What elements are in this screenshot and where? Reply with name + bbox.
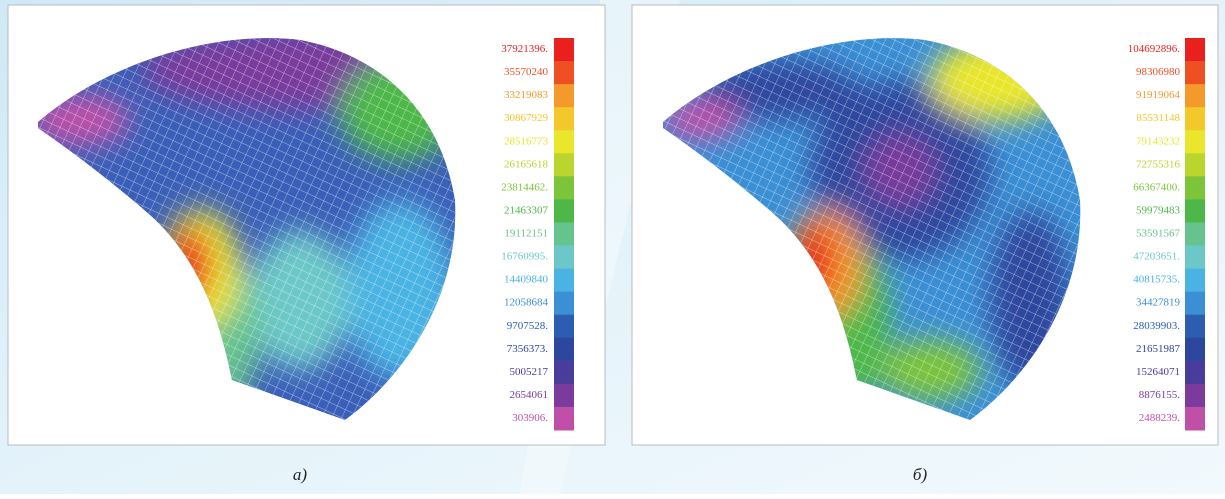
- scale-label: 37921396.: [501, 43, 548, 55]
- scale-swatch: [1185, 222, 1205, 246]
- scale-label: 104692896.: [1128, 43, 1181, 55]
- scale-label: 40815735.: [1133, 274, 1180, 286]
- scale-swatch: [554, 292, 574, 316]
- scale-label: 303906.: [512, 412, 548, 424]
- scale-swatch: [1185, 338, 1205, 362]
- page: а) б) 37921396. 35570240 33219083 30867929 2…: [0, 0, 1225, 494]
- scale-swatch: [1185, 38, 1205, 62]
- scale-swatch: [554, 107, 574, 131]
- scale-swatch: [1185, 246, 1205, 270]
- scale-swatch: [554, 38, 574, 62]
- scale-label: 59979483: [1136, 204, 1181, 216]
- scale-label: 15264071: [1136, 366, 1180, 378]
- scale-swatch: [1185, 153, 1205, 177]
- scale-swatch: [554, 153, 574, 177]
- scale-label: 34427819: [1136, 297, 1181, 309]
- caption: б): [913, 465, 928, 484]
- scale-label: 85531148: [1136, 112, 1180, 124]
- scale-swatch: [554, 338, 574, 362]
- scale-swatch: [1185, 176, 1205, 200]
- scale-swatch: [554, 199, 574, 223]
- scale-swatch: [1185, 407, 1205, 431]
- scale-label: 66367400.: [1133, 181, 1180, 193]
- scale-swatch: [554, 84, 574, 108]
- scale-swatch: [554, 384, 574, 408]
- scale-swatch: [554, 315, 574, 339]
- scale-swatch: [1185, 269, 1205, 293]
- scale-swatch: [554, 176, 574, 200]
- scale-label: 26165618: [504, 158, 549, 170]
- figure: а) б) 37921396. 35570240 33219083 30867929 2…: [0, 0, 1225, 494]
- scale-label: 8876155.: [1139, 389, 1181, 401]
- scale-label: 12058684: [504, 297, 549, 309]
- scale-swatch: [554, 407, 574, 431]
- scale-label: 35570240: [504, 66, 549, 78]
- scale-label: 47203651.: [1133, 251, 1180, 263]
- scale-label: 79143232: [1136, 135, 1180, 147]
- scale-label: 30867929: [504, 112, 549, 124]
- scale-swatch: [554, 361, 574, 385]
- caption: а): [293, 465, 308, 484]
- scale-swatch: [1185, 384, 1205, 408]
- scale-swatch: [1185, 361, 1205, 385]
- scale-label: 2488239.: [1139, 412, 1181, 424]
- scale-swatch: [1185, 61, 1205, 85]
- scale-label: 98306980: [1136, 66, 1181, 78]
- scale-label: 72755316: [1136, 158, 1181, 170]
- scale-label: 7356373.: [507, 343, 549, 355]
- scale-swatch: [1185, 107, 1205, 131]
- scale-label: 21463307: [504, 204, 549, 216]
- scale-swatch: [1185, 315, 1205, 339]
- scale-label: 91919064: [1136, 89, 1181, 101]
- scale-swatch: [554, 222, 574, 246]
- scale-swatch: [1185, 130, 1205, 154]
- scale-label: 23814462.: [501, 181, 548, 193]
- scale-label: 16760995.: [501, 251, 548, 263]
- scale-swatch: [1185, 199, 1205, 223]
- scale-label: 9707528.: [507, 320, 549, 332]
- scale-swatch: [554, 269, 574, 293]
- scale-swatch: [554, 130, 574, 154]
- scale-label: 21651987: [1136, 343, 1181, 355]
- scale-label: 28516773: [504, 135, 549, 147]
- scale-label: 5005217: [510, 366, 549, 378]
- scale-swatch: [1185, 84, 1205, 108]
- scale-label: 28039903.: [1133, 320, 1180, 332]
- scale-swatch: [554, 246, 574, 270]
- scale-label: 33219083: [504, 89, 549, 101]
- scale-label: 2654061: [510, 389, 549, 401]
- scale-swatch: [1185, 292, 1205, 316]
- scale-label: 53591567: [1136, 228, 1181, 240]
- scale-label: 19112151: [504, 228, 548, 240]
- scale-swatch: [554, 61, 574, 85]
- scale-label: 14409840: [504, 274, 549, 286]
